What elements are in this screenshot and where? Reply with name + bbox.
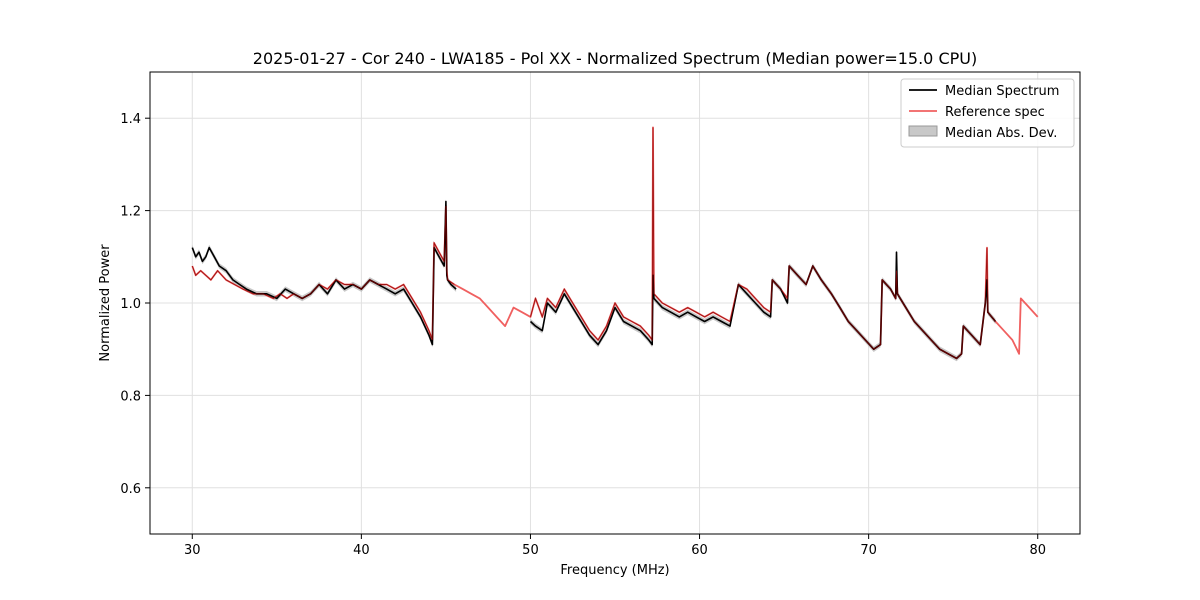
x-tick-label: 60	[691, 543, 708, 558]
legend-reference-label: Reference spec	[945, 105, 1045, 120]
x-tick-label: 40	[353, 543, 370, 558]
y-tick-label: 0.8	[120, 389, 141, 404]
reference-overlay-line	[191, 205, 455, 341]
mad-band	[192, 198, 457, 348]
y-tick-label: 0.6	[120, 482, 141, 497]
y-axis: 0.6 0.8 1.0 1.2 1.4	[120, 112, 150, 497]
y-tick-label: 1.4	[120, 112, 141, 127]
mad-band	[530, 249, 996, 362]
reference-overlay-line	[530, 127, 996, 359]
x-tick-label: 30	[184, 543, 201, 558]
legend: Median Spectrum Reference spec Median Ab…	[900, 78, 1075, 148]
median-series-line	[191, 200, 457, 346]
x-axis-label: Frequency (MHz)	[560, 563, 669, 578]
median-series-line	[529, 251, 997, 360]
median-series-layer	[191, 127, 997, 360]
x-axis: 30 40 50 60 70 80	[184, 534, 1046, 558]
legend-box	[900, 78, 1075, 148]
x-tick-label: 70	[860, 543, 877, 558]
reference-series-layer	[191, 126, 1039, 360]
y-tick-label: 1.0	[120, 297, 141, 312]
legend-mad-label: Median Abs. Dev.	[945, 126, 1057, 141]
legend-mad-swatch	[908, 125, 938, 137]
y-tick-label: 1.2	[120, 205, 141, 220]
reference-series-line	[191, 126, 1039, 360]
x-tick-label: 80	[1029, 543, 1046, 558]
chart-title: 2025-01-27 - Cor 240 - LWA185 - Pol XX -…	[253, 49, 977, 68]
x-tick-label: 50	[522, 543, 539, 558]
legend-median-label: Median Spectrum	[945, 84, 1059, 99]
mad-band-layer	[192, 198, 996, 362]
y-axis-label: Normalized Power	[98, 244, 113, 362]
